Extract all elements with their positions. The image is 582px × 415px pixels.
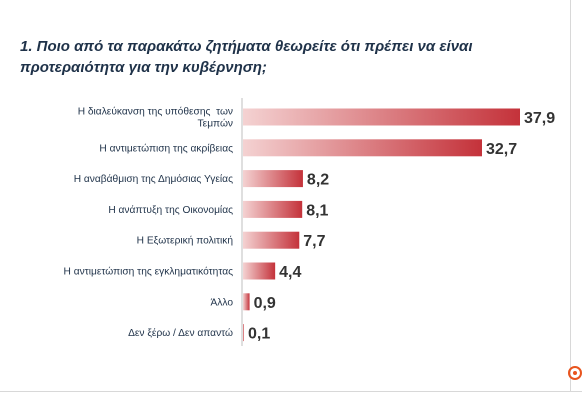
chart-title: 1. Ποιο από τα παρακάτω ζητήματα θεωρείτ… xyxy=(20,36,540,78)
bar-6 xyxy=(243,293,250,311)
value-label-3: 8,1 xyxy=(306,202,328,219)
category-label-7: Δεν ξέρω / Δεν απαντώ xyxy=(128,327,233,339)
value-label-6: 0,9 xyxy=(254,295,276,312)
category-label-2: Η αναβάθμιση της Δημόσιας Υγείας xyxy=(74,173,233,185)
category-label-6: Άλλο xyxy=(211,297,234,308)
brand-logo-icon xyxy=(568,366,582,380)
frame-right-line xyxy=(570,0,571,392)
bar-4 xyxy=(243,231,300,249)
bar-3 xyxy=(243,200,303,218)
bars-layer: 37,9 Η διαλεύκανση της υπόθεσης τωνΤεμπών… xyxy=(64,106,556,343)
value-label-2: 8,2 xyxy=(307,172,329,189)
category-label-1: Η αντιμετώπιση της ακρίβειας xyxy=(99,142,233,154)
chart-title-line-2: προτεραιότητα για την κυβέρνηση; xyxy=(20,59,267,76)
chart-title-line-1: 1. Ποιο από τα παρακάτω ζητήματα θεωρείτ… xyxy=(20,38,473,55)
value-label-5: 4,4 xyxy=(279,264,301,281)
category-label-0-line-1: Τεμπών xyxy=(198,118,233,130)
bar-1 xyxy=(243,139,482,157)
value-label-1: 32,7 xyxy=(486,141,517,158)
value-label-0: 37,9 xyxy=(524,110,555,127)
category-label-0-line-0: Η διαλεύκανση της υπόθεσης των xyxy=(78,106,233,118)
frame-bottom-line xyxy=(0,391,582,392)
category-label-4: Η Εξωτερική πολιτική xyxy=(137,235,233,247)
category-label-5: Η αντιμετώπιση της εγκληματικότητας xyxy=(64,266,234,278)
bar-0 xyxy=(243,108,520,126)
category-label-3: Η ανάπτυξη της Οικονομίας xyxy=(108,204,233,216)
value-label-4: 7,7 xyxy=(303,233,325,250)
value-label-7: 0,1 xyxy=(248,326,270,343)
bar-5 xyxy=(243,262,276,280)
bar-7 xyxy=(243,324,244,342)
bar-2 xyxy=(243,170,303,188)
